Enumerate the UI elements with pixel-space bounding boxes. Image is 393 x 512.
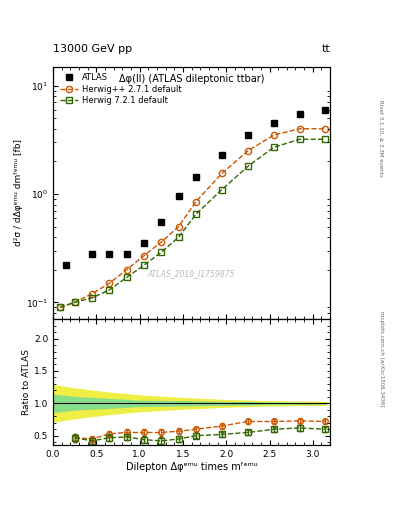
ATLAS (141, 240, 146, 246)
ATLAS (298, 111, 302, 117)
Herwig 7.2.1 default (72, 300, 77, 306)
Herwig 7.2.1 default (298, 136, 302, 142)
ATLAS (323, 106, 327, 113)
ATLAS (220, 152, 224, 158)
Herwig++ 2.7.1 default (90, 291, 94, 297)
Herwig 7.2.1 default (141, 262, 146, 268)
Text: Δφ(ll) (ATLAS dileptonic ttbar): Δφ(ll) (ATLAS dileptonic ttbar) (119, 74, 264, 84)
ATLAS (272, 120, 276, 126)
Herwig 7.2.1 default (194, 211, 198, 218)
Herwig 7.2.1 default (58, 304, 62, 310)
ATLAS (176, 194, 181, 200)
Herwig 7.2.1 default (107, 287, 112, 293)
Line: ATLAS: ATLAS (63, 106, 328, 268)
ATLAS (246, 132, 250, 138)
Herwig 7.2.1 default (220, 186, 224, 193)
Herwig 7.2.1 default (124, 274, 129, 281)
Herwig 7.2.1 default (176, 234, 181, 240)
Text: mcplots.cern.ch [arXiv:1306.3436]: mcplots.cern.ch [arXiv:1306.3436] (379, 311, 384, 406)
Herwig++ 2.7.1 default (72, 300, 77, 306)
Text: 13000 GeV pp: 13000 GeV pp (53, 44, 132, 54)
Y-axis label: d²σ / dΔφᵉᵐᵘ dmᶠᵉᵐᵘ [fb]: d²σ / dΔφᵉᵐᵘ dmᶠᵉᵐᵘ [fb] (14, 139, 23, 246)
Herwig++ 2.7.1 default (220, 170, 224, 177)
Herwig++ 2.7.1 default (58, 304, 62, 310)
Herwig++ 2.7.1 default (298, 125, 302, 132)
Herwig++ 2.7.1 default (107, 280, 112, 286)
Herwig 7.2.1 default (159, 249, 163, 255)
Line: Herwig 7.2.1 default: Herwig 7.2.1 default (57, 136, 328, 310)
X-axis label: Dilepton Δφᵉᵐᵘ times mᶠᵉᵐᵘ: Dilepton Δφᵉᵐᵘ times mᶠᵉᵐᵘ (126, 462, 257, 472)
Herwig++ 2.7.1 default (272, 132, 276, 138)
Herwig++ 2.7.1 default (141, 252, 146, 259)
ATLAS (107, 251, 112, 257)
ATLAS (64, 262, 68, 268)
Herwig 7.2.1 default (90, 295, 94, 301)
Herwig++ 2.7.1 default (176, 224, 181, 230)
Herwig++ 2.7.1 default (194, 199, 198, 205)
Herwig 7.2.1 default (246, 163, 250, 169)
Herwig 7.2.1 default (323, 136, 327, 142)
ATLAS (124, 251, 129, 257)
Text: tt: tt (321, 44, 330, 54)
ATLAS (90, 251, 94, 257)
Y-axis label: Ratio to ATLAS: Ratio to ATLAS (22, 349, 31, 415)
Text: ATLAS_2019_I1759875: ATLAS_2019_I1759875 (148, 269, 235, 278)
Herwig++ 2.7.1 default (323, 125, 327, 132)
Text: Rivet 3.1.10, ≥ 3.3M events: Rivet 3.1.10, ≥ 3.3M events (379, 100, 384, 177)
Herwig++ 2.7.1 default (246, 148, 250, 154)
Herwig++ 2.7.1 default (124, 267, 129, 273)
ATLAS (194, 174, 198, 180)
Line: Herwig++ 2.7.1 default: Herwig++ 2.7.1 default (57, 125, 328, 310)
Legend: ATLAS, Herwig++ 2.7.1 default, Herwig 7.2.1 default: ATLAS, Herwig++ 2.7.1 default, Herwig 7.… (56, 70, 185, 109)
Herwig 7.2.1 default (272, 144, 276, 151)
ATLAS (159, 219, 163, 225)
Herwig++ 2.7.1 default (159, 239, 163, 245)
